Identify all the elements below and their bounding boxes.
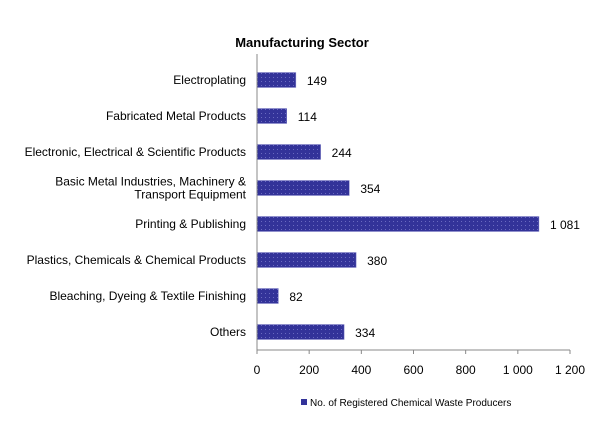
data-label: 82 [289,290,303,304]
x-tick-label: 1 000 [503,363,533,377]
bar [256,288,279,304]
x-tick-label: 0 [254,363,261,377]
category-label: Electronic, Electrical & Scientific Prod… [25,145,246,159]
x-tick-label: 400 [351,363,371,377]
x-tick-label: 600 [403,363,423,377]
bar [256,216,540,232]
x-tick-label: 1 200 [555,363,585,377]
category-label: Electroplating [173,73,246,87]
category-label: Printing & Publishing [135,217,246,231]
data-label: 380 [367,254,387,268]
chart-title: Manufacturing Sector [235,35,369,50]
x-tick-label: 800 [456,363,476,377]
data-label: 1 081 [550,218,580,232]
data-label: 149 [307,74,327,88]
data-label: 354 [360,182,380,196]
data-label: 334 [355,326,375,340]
data-label: 114 [298,110,317,124]
legend-label: No. of Registered Chemical Waste Produce… [310,398,511,409]
bar [256,144,321,160]
bar [256,180,350,196]
bar [256,252,357,268]
category-label: Others [210,325,246,339]
legend: No. of Registered Chemical Waste Produce… [301,398,511,409]
bar [256,108,287,124]
category-label: Bleaching, Dyeing & Textile Finishing [49,289,246,303]
x-tick-label: 200 [299,363,319,377]
category-label: Fabricated Metal Products [106,109,246,123]
bar [256,72,297,88]
category-label: Basic Metal Industries, Machinery & Trans… [55,175,246,202]
legend-swatch [301,399,307,405]
data-label: 244 [332,146,352,160]
bar [256,324,345,340]
category-label: Plastics, Chemicals & Chemical Products [27,253,246,267]
